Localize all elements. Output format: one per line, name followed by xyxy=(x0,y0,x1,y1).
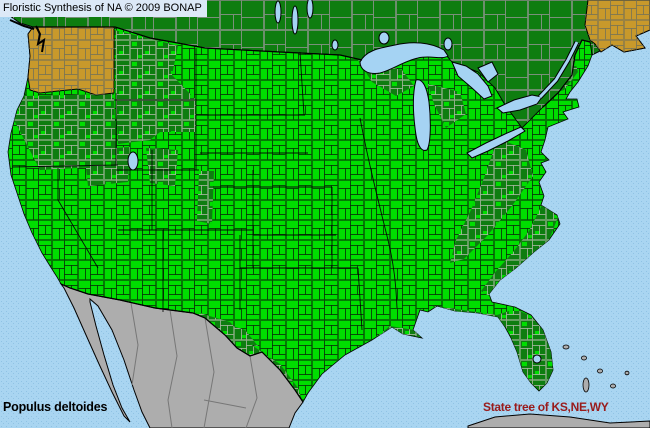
bahamas-islands xyxy=(562,344,630,393)
lake-erie xyxy=(466,126,526,159)
mississippi-river-border xyxy=(359,117,398,309)
map-title-bar: Floristic Synthesis of NA © 2009 BONAP xyxy=(0,0,207,17)
lake-ontario xyxy=(496,94,543,114)
great-salt-lake xyxy=(127,151,139,171)
lake-michigan xyxy=(412,79,431,151)
map-title: Floristic Synthesis of NA © 2009 BONAP xyxy=(3,2,202,14)
state-borders xyxy=(11,48,398,331)
georgian-bay xyxy=(477,61,499,83)
great-lakes xyxy=(359,42,543,159)
st-lawrence-river-water xyxy=(538,41,579,99)
international-borders xyxy=(33,26,591,403)
species-name-label: Populus deltoides xyxy=(3,400,108,414)
canadian-lakes xyxy=(274,0,453,51)
puget-sound xyxy=(35,25,46,53)
lake-huron xyxy=(451,61,493,100)
lake-okeechobee xyxy=(532,354,542,364)
strait-of-juan-de-fuca xyxy=(9,19,35,30)
state-tree-note: State tree of KS,NE,WY xyxy=(483,400,609,414)
cuba-region xyxy=(467,413,650,428)
lake-superior xyxy=(359,42,449,74)
canada-subdivision-grid xyxy=(8,0,650,128)
mexico-state-borders xyxy=(130,302,258,428)
